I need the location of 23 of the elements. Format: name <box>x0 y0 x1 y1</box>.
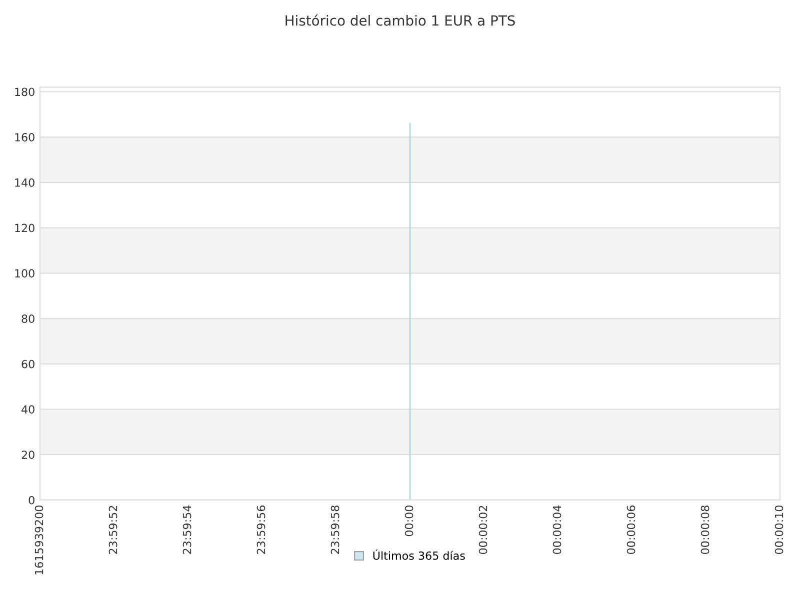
x-tick-label: 00:00:04 <box>552 505 562 554</box>
legend-label: Últimos 365 días <box>373 549 465 560</box>
y-tick-label: 100 <box>15 269 34 278</box>
x-tick-label: 00:00:10 <box>774 506 784 554</box>
x-tick-label: 23:59:58 <box>330 506 340 554</box>
y-tick-label: 180 <box>15 88 34 96</box>
y-tick-label: 0 <box>28 496 34 504</box>
x-tick-label: 23:59:52 <box>108 506 118 554</box>
x-tick-label: 23:59:56 <box>256 506 266 554</box>
y-tick-label: 60 <box>22 360 34 368</box>
y-tick-label: 160 <box>15 133 34 142</box>
x-tick-label: 23:59:54 <box>182 505 192 554</box>
y-tick-label: 20 <box>22 450 34 459</box>
x-tick-label: 00:00:02 <box>478 506 488 554</box>
x-tick-label: 00:00 <box>404 506 414 536</box>
x-tick-label: 1615939200 <box>34 506 44 574</box>
x-tick-label: 00:00:08 <box>700 506 710 554</box>
x-tick-label: 00:00:06 <box>626 506 636 554</box>
chart-title: Histórico del cambio 1 EUR a PTS <box>286 14 515 26</box>
y-tick-label: 40 <box>22 405 34 414</box>
y-tick-label: 80 <box>22 314 34 323</box>
y-tick-label: 140 <box>15 178 34 187</box>
y-tick-label: 120 <box>15 224 34 232</box>
